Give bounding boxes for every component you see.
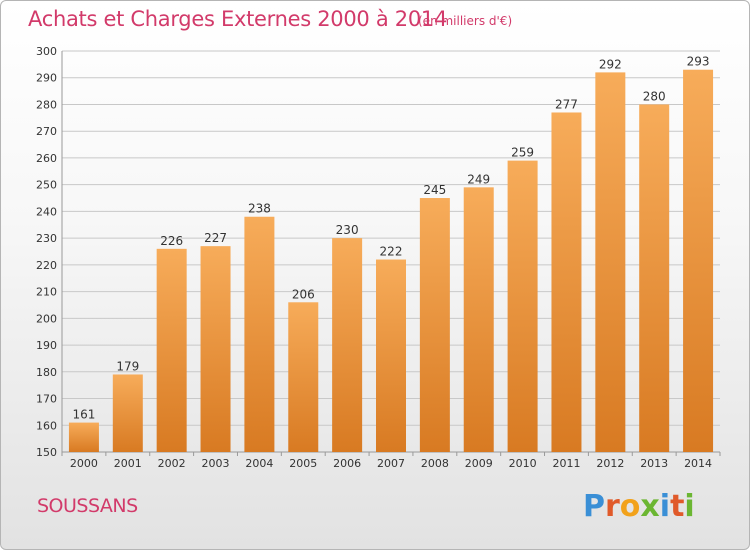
- data-label: 179: [116, 359, 139, 373]
- bar-2014: [683, 69, 714, 453]
- data-label: 161: [72, 408, 95, 422]
- bar-2009: [463, 187, 494, 452]
- bar-2003: [200, 246, 231, 452]
- x-tick-label: 2005: [289, 457, 317, 470]
- data-label: 222: [380, 245, 403, 259]
- x-tick-label: 2003: [202, 457, 230, 470]
- bar-2012: [595, 72, 626, 453]
- bars: [68, 69, 714, 453]
- x-tick-label: 2006: [333, 457, 361, 470]
- y-tick-label: 210: [36, 286, 57, 299]
- x-tick-label: 2001: [114, 457, 142, 470]
- logo-letter: i: [684, 489, 695, 524]
- y-tick-label: 230: [36, 232, 57, 245]
- bar-2011: [551, 112, 582, 452]
- data-label: 230: [336, 223, 359, 237]
- data-label: 226: [160, 234, 183, 248]
- y-tick-label: 300: [36, 45, 57, 58]
- chart-title: Achats et Charges Externes 2000 à 2014: [28, 7, 448, 31]
- logo-letter: t: [670, 489, 685, 524]
- y-tick-label: 290: [36, 72, 57, 85]
- y-tick-label: 190: [36, 339, 57, 352]
- x-tick-label: 2008: [421, 457, 449, 470]
- y-tick-label: 160: [36, 419, 57, 432]
- x-tick-label: 2000: [70, 457, 98, 470]
- logo-letter: o: [619, 489, 641, 524]
- y-tick-labels: 150 160 170 180 190 200 210 220 230 240 250 260 270 2…: [36, 45, 57, 459]
- y-tick-label: 150: [36, 446, 57, 459]
- y-tick-label: 260: [36, 152, 57, 165]
- data-label: 249: [467, 172, 490, 186]
- bar-2007: [376, 259, 406, 452]
- y-tick-label: 270: [36, 125, 57, 138]
- bar-2004: [244, 216, 275, 452]
- data-label: 293: [687, 55, 710, 69]
- y-tick-label: 240: [36, 205, 57, 218]
- data-label: 227: [204, 231, 227, 245]
- data-label: 277: [555, 97, 578, 111]
- bar-2006: [332, 238, 363, 452]
- y-tick-label: 200: [36, 312, 57, 325]
- x-tick-label: 2002: [158, 457, 186, 470]
- data-label: 238: [248, 202, 271, 216]
- y-tick-label: 170: [36, 393, 57, 406]
- x-tick-label: 2012: [596, 457, 624, 470]
- x-tick-labels: 2000 2001 2002 2003 2004 2005 2006 2007 2008 2009…: [70, 457, 712, 470]
- data-label: 280: [643, 89, 666, 103]
- x-tick-label: 2014: [684, 457, 712, 470]
- y-tick-label: 180: [36, 366, 57, 379]
- data-label: 259: [511, 146, 534, 160]
- logo-letter: r: [605, 489, 620, 524]
- y-tick-label: 220: [36, 259, 57, 272]
- data-label: 292: [599, 57, 622, 71]
- city-name: SOUSSANS: [37, 495, 138, 517]
- logo-letter: P: [583, 489, 605, 524]
- bar-2010: [507, 160, 538, 452]
- x-tick-label: 2011: [552, 457, 580, 470]
- bar-2000: [68, 422, 99, 452]
- x-tick-label: 2009: [465, 457, 493, 470]
- x-tick-label: 2004: [245, 457, 273, 470]
- data-label: 245: [423, 183, 446, 197]
- x-tick-label: 2010: [509, 457, 537, 470]
- bar-2008: [419, 198, 450, 452]
- bar-2013: [639, 104, 670, 452]
- x-tick-label: 2013: [640, 457, 668, 470]
- y-tick-label: 280: [36, 98, 57, 111]
- data-labels: 161 179 226 227 238 206 230 222 245 249 259 277 292 2…: [72, 55, 709, 422]
- y-tick-label: 250: [36, 179, 57, 192]
- bar-2002: [156, 248, 187, 452]
- logo-letter: i: [659, 489, 671, 524]
- bar-2001: [112, 374, 143, 452]
- proxiti-logo: Proxiti: [583, 489, 695, 524]
- x-tick-label: 2007: [377, 457, 405, 470]
- data-label: 206: [292, 287, 315, 301]
- chart-unit: (en milliers d'€): [418, 14, 513, 28]
- logo-letter: x: [640, 489, 660, 524]
- bar-2005: [288, 302, 319, 452]
